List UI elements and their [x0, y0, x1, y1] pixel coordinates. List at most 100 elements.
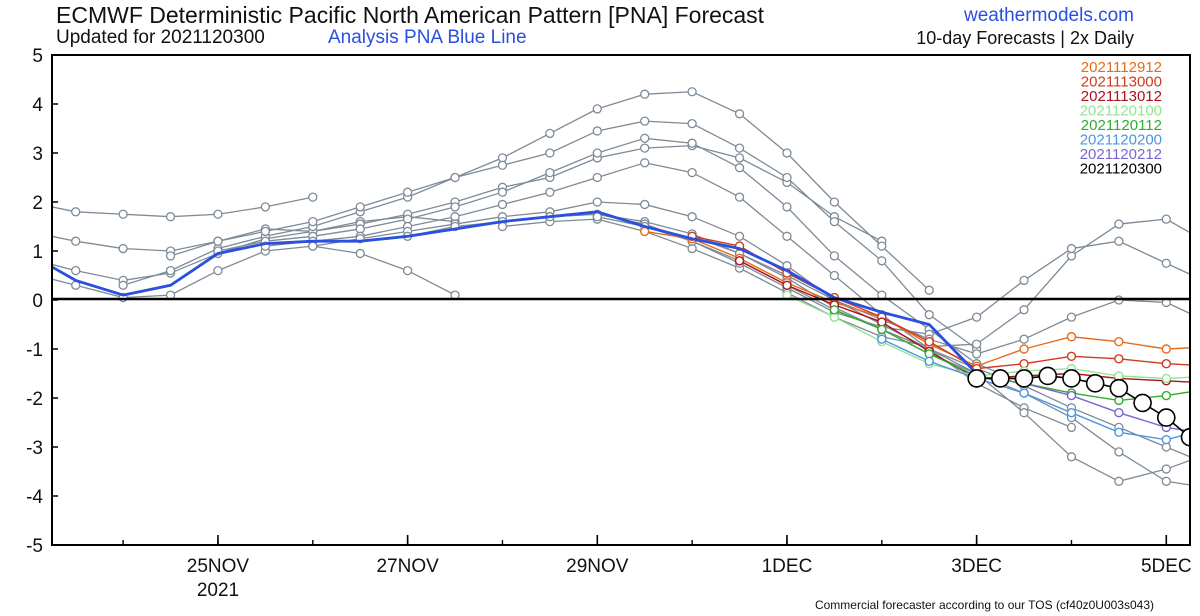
- older-run-10: [402, 209, 1190, 486]
- legend-entry-2021112912: 2021112912: [1081, 59, 1162, 76]
- run-2021120212-line: [1023, 382, 1190, 432]
- x-axis: 25NOV27NOV29NOV1DEC3DEC5DEC7DEC9DEC11DEC…: [122, 535, 1192, 601]
- older-run-8-point: [592, 172, 602, 183]
- older-run-1-point: [308, 192, 318, 202]
- older-run-13-point: [1114, 476, 1124, 486]
- run-2021120200-point: [877, 334, 887, 344]
- x-year-label: 2021: [197, 580, 239, 601]
- latest-run-layer: [967, 366, 1190, 447]
- y-axis: 5 4 3 2 1 0 -1 -2 -3 -4 -5: [26, 46, 58, 557]
- older-run-6-point: [402, 187, 413, 197]
- older-run-12-point: [1114, 236, 1124, 246]
- run-2021120212-point: [1066, 390, 1077, 401]
- older-run-9-point: [687, 212, 697, 222]
- older-run-1-point: [24, 198, 32, 206]
- chart-title: ECMWF Deterministic Pacific North Americ…: [56, 2, 765, 28]
- run-2021120300-point: [967, 369, 986, 388]
- older-run-5-point: [165, 265, 176, 276]
- older-run-12-point: [1066, 243, 1077, 254]
- older-run-8-point: [734, 192, 745, 202]
- legend-entry-2021113012: 2021113012: [1081, 88, 1162, 105]
- y-tick-label: -1: [26, 340, 43, 361]
- older-run-1-point: [165, 212, 176, 222]
- y-tick-label: -5: [26, 536, 43, 557]
- older-run-6-point: [545, 148, 555, 158]
- older-run-12-point: [1161, 258, 1171, 268]
- older-run-1-point: [71, 207, 81, 217]
- older-run-5-point: [877, 241, 887, 251]
- older-run-5-point: [924, 285, 934, 295]
- run-2021120300: [967, 366, 1190, 447]
- older-run-9-point: [592, 197, 602, 207]
- x-tick-label: 3DEC: [951, 556, 1002, 577]
- older-run-5-point: [829, 197, 840, 207]
- older-run-8-point: [782, 231, 792, 241]
- y-tick-label: -4: [26, 487, 43, 508]
- older-run-11-line: [502, 218, 1190, 348]
- older-run-14-point: [1066, 312, 1077, 322]
- run-2021120300-point: [991, 369, 1010, 388]
- legend-entry-2021120300: 2021120300: [1080, 161, 1162, 178]
- older-runs-layer: [24, 87, 1190, 486]
- run-2021120112-point: [1114, 395, 1124, 406]
- older-run-12-point: [1019, 275, 1029, 286]
- run-2021112912-point: [1019, 344, 1029, 354]
- run-2021113012-line: [739, 260, 1190, 383]
- run-2021112912-point: [1161, 344, 1171, 354]
- older-run-9-point: [734, 231, 745, 241]
- y-tick-label: 4: [32, 95, 43, 116]
- older-run-7: [213, 133, 1029, 388]
- older-run-5-point: [118, 280, 128, 290]
- older-run-8: [260, 158, 1077, 433]
- run-2021120100-point: [1161, 373, 1171, 384]
- older-run-6-point: [592, 126, 602, 136]
- older-run-14-point: [971, 349, 982, 359]
- older-run-1: [24, 192, 318, 222]
- older-run-6-point: [877, 256, 887, 266]
- legend-entry-2021120112: 2021120112: [1081, 117, 1162, 134]
- run-2021120112-point: [877, 324, 887, 335]
- older-run-6-point: [829, 216, 840, 227]
- older-run-5-point: [734, 109, 745, 119]
- older-run-5-point: [640, 89, 650, 99]
- older-run-5-point: [782, 148, 792, 158]
- forecast-frequency-label: 10-day Forecasts | 2x Daily: [916, 28, 1134, 48]
- older-run-12-point: [971, 312, 982, 322]
- run-2021113000-point: [1114, 354, 1124, 364]
- run-2021113012-point: [734, 256, 745, 266]
- older-run-9: [308, 197, 1190, 458]
- run-2021120100: [782, 290, 1190, 384]
- run-2021113000-point: [1161, 359, 1171, 369]
- older-run-1-point: [260, 202, 271, 212]
- older-run-4-point: [24, 254, 32, 262]
- older-run-8-point: [687, 167, 697, 178]
- older-run-7-point: [687, 138, 697, 148]
- run-2021120100-point: [1114, 371, 1124, 381]
- older-run-11-point: [971, 339, 982, 349]
- older-run-7-point: [734, 163, 745, 173]
- older-run-7-point: [782, 202, 792, 212]
- site-link[interactable]: weathermodels.com: [963, 5, 1134, 26]
- older-run-4-point: [71, 265, 81, 276]
- older-run-6-point: [450, 172, 460, 183]
- x-tick-label: 5DEC: [1141, 556, 1192, 577]
- older-run-6: [165, 116, 982, 354]
- older-run-4-point: [734, 153, 745, 163]
- older-run-3: [52, 241, 460, 303]
- run-2021120112-point: [829, 305, 840, 315]
- y-tick-label: -2: [26, 389, 43, 410]
- older-run-8-line: [265, 162, 1072, 429]
- older-run-7-point: [497, 187, 508, 197]
- run-2021120300-point: [1133, 393, 1152, 413]
- older-run-1-point: [118, 209, 128, 219]
- legend-entry-2021113000: 2021113000: [1081, 74, 1162, 91]
- older-run-11-point: [497, 221, 508, 232]
- run-2021112912: [640, 226, 1190, 371]
- older-run-11-point: [1114, 219, 1124, 229]
- older-run-8-point: [497, 199, 508, 210]
- older-run-6-point: [355, 202, 365, 212]
- older-run-9-line: [312, 201, 1190, 458]
- older-run-3-line: [52, 245, 456, 299]
- run-2021112912-point: [1114, 336, 1124, 347]
- older-run-14: [687, 231, 1190, 359]
